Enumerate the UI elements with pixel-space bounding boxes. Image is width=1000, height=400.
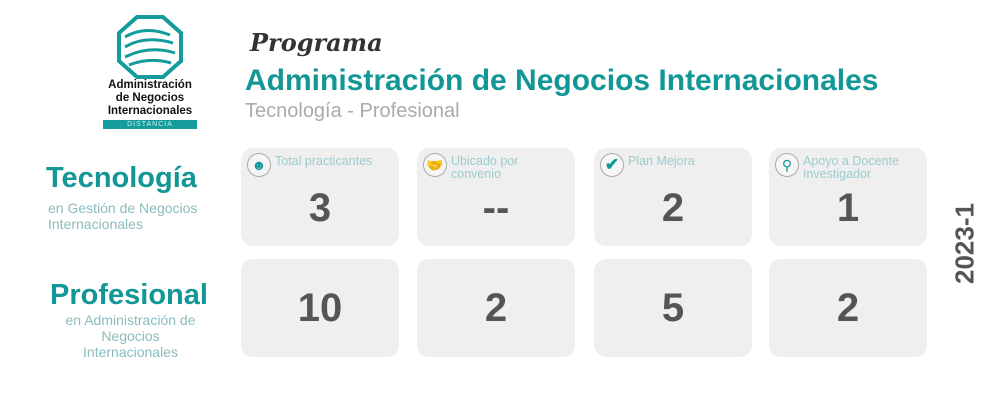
card-label: Total practicantes (275, 154, 373, 168)
row-title-profesional: Profesional (50, 279, 208, 311)
logo-tag: DISTANCIA (103, 120, 197, 129)
card-value: 1 (836, 186, 860, 230)
logo-line: de Negocios (115, 92, 185, 104)
card-plan-mejora-tecnologia: ✔ Plan Mejora 2 (594, 148, 752, 246)
row-subtitle-profesional: en Administración de Negocios Internacio… (65, 312, 196, 360)
logo-line: Administración (108, 79, 192, 91)
handshake-icon: 🤝 (423, 153, 447, 177)
card-apoyo-docente-profesional: 2 (769, 259, 927, 357)
card-ubicado-convenio-tecnologia: 🤝 Ubicado por convenio -- (417, 148, 575, 246)
card-total-practicantes-tecnologia: ☻ Total practicantes 3 (241, 148, 399, 246)
page-subtitle: Tecnología - Profesional (245, 100, 460, 122)
card-total-practicantes-profesional: 10 (241, 259, 399, 357)
card-label: Plan Mejora (628, 154, 695, 168)
card-value: 5 (661, 286, 685, 330)
card-value: 3 (308, 186, 332, 230)
check-icon: ✔ (600, 153, 624, 177)
program-logo: Administración de Negocios Internacional… (95, 15, 205, 129)
search-icon: ⚲ (775, 153, 799, 177)
page-title: Administración de Negocios Internacional… (245, 64, 879, 97)
row-subtitle-tecnologia: en Gestión de Negocios Internacionales (48, 200, 198, 232)
row-title-tecnologia: Tecnología (46, 162, 197, 194)
card-value: 2 (484, 286, 508, 330)
card-label: Ubicado por convenio (451, 154, 519, 181)
card-apoyo-docente-tecnologia: ⚲ Apoyo a Docente Investigador 1 (769, 148, 927, 246)
program-kicker: Programa (250, 28, 383, 57)
card-ubicado-convenio-profesional: 2 (417, 259, 575, 357)
logo-emblem-icon (117, 15, 183, 79)
logo-line: Internacionales (107, 105, 193, 117)
card-value: 10 (297, 286, 343, 330)
person-icon: ☻ (247, 153, 271, 177)
card-value: -- (482, 186, 510, 230)
card-value: 2 (661, 186, 685, 230)
card-value: 2 (836, 286, 860, 330)
card-label: Apoyo a Docente Investigador (803, 154, 899, 181)
period-label: 2023-1 (949, 203, 980, 284)
card-plan-mejora-profesional: 5 (594, 259, 752, 357)
